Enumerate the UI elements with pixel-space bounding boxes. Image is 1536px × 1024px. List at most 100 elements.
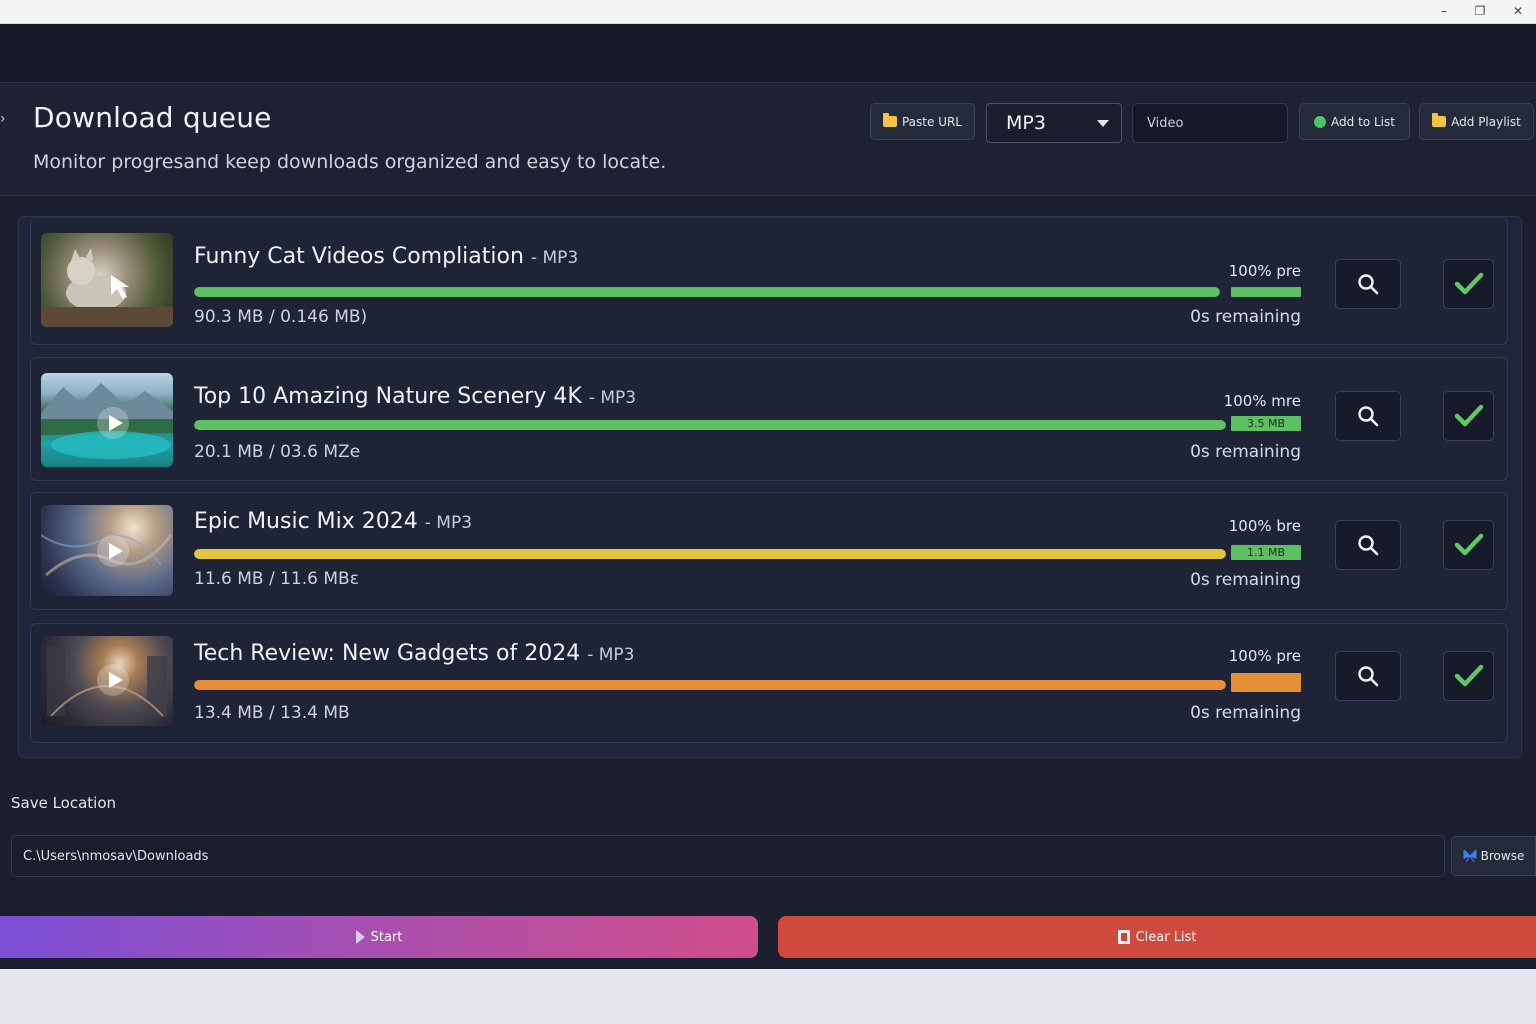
media-type-input[interactable] <box>1132 103 1288 143</box>
complete-status-button[interactable] <box>1443 391 1494 441</box>
progress-bar <box>194 549 1226 559</box>
progress-bar <box>194 680 1226 690</box>
progress-fill <box>194 420 1226 430</box>
item-title-row: Funny Cat Videos Compliation - MP3 <box>194 244 578 269</box>
item-title: Tech Review: New Gadgets of 2024 <box>194 641 581 666</box>
page-header: › Download queue Monitor progresand keep… <box>0 83 1536 196</box>
save-path-input[interactable] <box>11 835 1445 877</box>
chevron-down-icon <box>1097 120 1109 127</box>
top-strip <box>0 24 1536 83</box>
item-format: - MP3 <box>424 513 473 533</box>
video-thumbnail <box>41 233 173 327</box>
item-format: - MP3 <box>587 645 635 665</box>
add-playlist-button[interactable]: Add Playlist <box>1419 103 1534 140</box>
play-icon <box>97 535 129 567</box>
search-icon <box>1358 406 1379 427</box>
remaining-label: 0s remaining <box>1190 703 1301 723</box>
add-playlist-label: Add Playlist <box>1451 114 1521 129</box>
remaining-label: 0s remaining <box>1190 307 1301 327</box>
search-icon <box>1358 666 1379 687</box>
start-button[interactable]: Start <box>0 916 758 958</box>
item-title-row: Epic Music Mix 2024 - MP3 <box>194 509 472 534</box>
complete-status-button[interactable] <box>1443 651 1494 701</box>
progress-end-segment <box>1231 673 1301 692</box>
minimize-button[interactable]: – <box>1441 4 1447 18</box>
close-button[interactable]: ✕ <box>1512 4 1524 18</box>
cat-image <box>41 248 173 327</box>
locate-file-button[interactable] <box>1335 391 1401 441</box>
check-icon <box>1454 404 1483 427</box>
remaining-label: 0s remaining <box>1190 570 1301 590</box>
add-to-list-label: Add to List <box>1331 114 1395 129</box>
lake-image <box>41 383 173 459</box>
percent-label: 100% pre <box>1228 647 1301 665</box>
percent-label: 100% bre <box>1228 517 1301 535</box>
folder-icon <box>1432 113 1447 127</box>
check-icon <box>1454 533 1483 556</box>
play-icon <box>97 407 129 439</box>
app-window: › Download queue Monitor progresand keep… <box>0 24 1536 969</box>
queue-item: Funny Cat Videos Compliation - MP3 100% … <box>30 217 1508 345</box>
progress-end-label: 3.5 MB <box>1231 416 1301 431</box>
browse-label: Browse <box>1480 849 1525 863</box>
item-title: Top 10 Amazing Nature Scenery 4K <box>194 384 582 409</box>
search-icon <box>1358 274 1379 295</box>
progress-bar <box>194 420 1226 430</box>
page-title: Download queue <box>33 101 272 134</box>
locate-file-button[interactable] <box>1335 651 1401 701</box>
add-to-list-button[interactable]: Add to List <box>1299 103 1410 140</box>
window-titlebar: – ❐ ✕ <box>0 0 1536 24</box>
restore-button[interactable]: ❐ <box>1474 4 1486 18</box>
item-title: Funny Cat Videos Compliation <box>194 244 524 269</box>
browse-button[interactable]: Browse <box>1451 836 1536 876</box>
item-format: - MP3 <box>588 388 637 408</box>
gadgets-image <box>47 646 167 717</box>
search-icon <box>1358 535 1379 556</box>
progress-fill <box>194 287 1220 297</box>
clear-list-button[interactable]: Clear List <box>778 916 1536 958</box>
check-icon <box>1454 664 1483 687</box>
progress-end-segment <box>1231 287 1301 297</box>
start-label: Start <box>370 929 403 945</box>
video-thumbnail <box>41 373 173 467</box>
size-label: 90.3 MB / 0.146 MB) <box>194 307 368 327</box>
queue-item: Top 10 Amazing Nature Scenery 4K - MP3 1… <box>30 357 1508 481</box>
folder-icon <box>882 113 897 127</box>
queue-item: Epic Music Mix 2024 - MP3 100% bre 1.1 M… <box>30 492 1508 610</box>
paste-url-label: Paste URL <box>901 114 962 129</box>
check-icon <box>1454 272 1483 295</box>
back-caret-icon[interactable]: › <box>0 111 6 127</box>
play-triangle-icon <box>355 930 365 944</box>
download-queue-panel: Funny Cat Videos Compliation - MP3 100% … <box>18 216 1522 758</box>
page-subtitle: Monitor progresand keep downloads organi… <box>33 151 667 173</box>
item-format: - MP3 <box>530 248 579 268</box>
progress-end-label: 1.1 MB <box>1231 545 1301 560</box>
progress-fill <box>194 549 1226 559</box>
locate-file-button[interactable] <box>1335 259 1401 309</box>
play-icon <box>97 664 129 696</box>
percent-label: 100% pre <box>1228 262 1301 280</box>
green-dot-icon <box>1314 115 1327 128</box>
size-label: 20.1 MB / 03.6 MZe <box>194 442 361 462</box>
butterfly-icon <box>1463 850 1477 862</box>
size-label: 11.6 MB / 11.6 MBɛ <box>194 569 359 589</box>
complete-status-button[interactable] <box>1443 520 1494 570</box>
video-thumbnail <box>41 636 173 726</box>
size-label: 13.4 MB / 13.4 MB <box>194 703 350 723</box>
item-title: Epic Music Mix 2024 <box>194 509 418 534</box>
save-location-label: Save Location <box>11 794 117 812</box>
format-select[interactable]: MP3 <box>986 103 1122 143</box>
percent-label: 100% mre <box>1223 392 1301 410</box>
progress-fill <box>194 680 1226 690</box>
complete-status-button[interactable] <box>1443 259 1494 309</box>
clear-list-label: Clear List <box>1135 929 1197 945</box>
locate-file-button[interactable] <box>1335 520 1401 570</box>
video-thumbnail <box>41 505 173 596</box>
paste-url-button[interactable]: Paste URL <box>870 103 975 140</box>
queue-item: Tech Review: New Gadgets of 2024 - MP3 1… <box>30 623 1508 743</box>
clear-list-icon <box>1117 930 1130 944</box>
format-select-value: MP3 <box>1006 112 1046 134</box>
music-art-image <box>41 534 173 577</box>
progress-bar <box>194 287 1220 297</box>
item-title-row: Tech Review: New Gadgets of 2024 - MP3 <box>194 641 634 666</box>
